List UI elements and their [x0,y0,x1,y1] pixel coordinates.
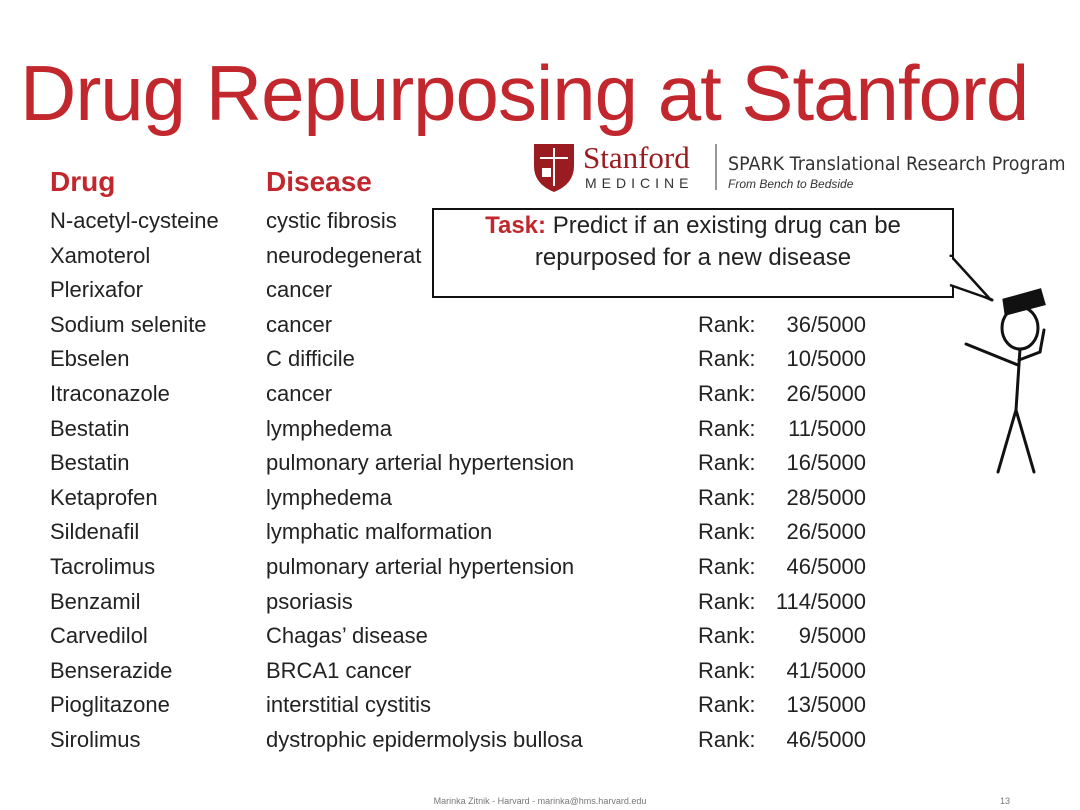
rank: 13/5000 [786,692,866,718]
rank-label: Rank: [698,554,756,579]
header-drug: Drug [50,166,116,197]
rank-label: Rank: [698,311,756,337]
drug: Sodium selenite [50,311,207,337]
rank: 11/5000 [788,415,866,441]
rank-label: Rank: [698,450,756,476]
disease: lymphatic malformation [266,519,493,545]
rank-label: Rank: [698,623,756,649]
callout-tail [948,254,991,301]
drug: Itraconazole [50,381,170,406]
rank: 36/5000 [786,311,866,337]
drug: Bestatin [50,450,130,476]
drug: Bestatin [50,415,130,441]
rank: 26/5000 [786,519,866,545]
rank-label: Rank: [698,727,756,752]
logo-sub: MEDICINE [585,175,694,191]
rank: 9/5000 [798,623,866,649]
logo-name: Stanford [583,140,690,175]
task-line: Task: Predict if an existing drug can be [434,210,952,242]
title: Drug Repurposing at Stanford [20,49,1029,137]
logo-graphics [534,144,717,192]
rank-label: Rank: [698,588,756,614]
drug: Sildenafil [50,519,140,545]
disease: psoriasis [266,588,353,614]
drug: N-acetyl-cysteine [50,208,219,233]
disease: BRCA1 cancer [266,657,412,683]
disease: Chagas’ disease [266,623,428,649]
drug: Benzamil [50,588,141,614]
task-line: repurposed for a new disease [534,244,852,271]
drug: Xamoterol [50,242,151,268]
rank-label: Rank: [698,519,756,545]
disease: cancer [266,277,333,303]
rank: 16/5000 [786,450,866,476]
drug: Tacrolimus [50,554,156,579]
rank-label: Rank: [698,346,756,372]
task-label: Task: [485,212,547,239]
task-callout: Task: Predict if an existing drug can be… [432,208,954,298]
rank-label: Rank: [698,484,756,510]
rank: 46/5000 [786,554,866,579]
footer: Marinka Zitnik - Harvard - marinka@hms.h… [433,796,647,806]
rank-label: Rank: [698,381,756,406]
drug: Benserazide [50,657,173,683]
rank: 46/5000 [786,727,866,752]
drug: Ketaprofen [50,484,158,510]
rank: 26/5000 [786,381,866,406]
drug: Ebselen [50,346,130,372]
rank: 114/5000 [775,588,866,614]
program-name: SPARK Translational Research Program [728,153,1066,175]
rank-label: Rank: [698,692,756,718]
header-disease: Disease [266,166,372,197]
disease: pulmonary arterial hypertension [266,450,575,476]
disease: cancer [266,381,333,406]
disease: C difficile [266,346,355,372]
rank-label: Rank: [698,415,756,441]
disease: lymphedema [266,415,392,441]
drug: Carvedilol [50,623,148,649]
disease: cystic fibrosis [266,208,397,233]
rank-label: Rank: [698,657,756,683]
disease: cancer [266,311,333,337]
drug: Pioglitazone [50,692,170,718]
tagline: From Bench to Bedside [728,177,854,191]
drug: Sirolimus [50,727,141,752]
rank: 28/5000 [786,484,866,510]
disease: lymphedema [266,484,392,510]
rank: 10/5000 [786,346,866,372]
disease: pulmonary arterial hypertension [266,554,575,579]
stick-figure [950,280,1046,474]
disease: dystrophic epidermolysis bullosa [266,727,583,752]
disease: neurodegenerat [266,242,422,268]
page-number: 13 [1000,796,1011,806]
task-text: Predict if an existing drug can be [552,212,901,239]
rank: 41/5000 [786,657,866,683]
drug: Plerixafor [50,277,143,303]
disease: interstitial cystitis [266,692,432,718]
